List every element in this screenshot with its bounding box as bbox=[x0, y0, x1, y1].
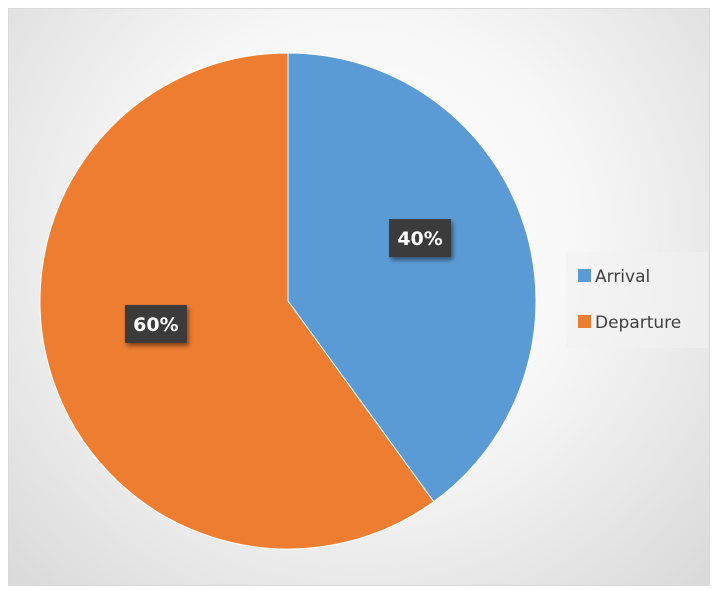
legend-label-departure: Departure bbox=[595, 313, 681, 333]
pie-slices bbox=[39, 52, 537, 550]
data-label-box-arrival bbox=[389, 219, 452, 258]
legend-swatch-departure bbox=[578, 315, 591, 328]
data-label-box-departure bbox=[124, 304, 187, 343]
legend-swatch-arrival bbox=[578, 269, 591, 282]
data-labels: 40% 60% bbox=[124, 219, 452, 343]
pie-slice-arrival bbox=[287, 52, 537, 503]
data-label-departure: 60% bbox=[133, 314, 178, 336]
data-label-arrival: 40% bbox=[397, 228, 442, 250]
legend-label-arrival: Arrival bbox=[595, 267, 650, 287]
legend: Arrival Departure bbox=[566, 252, 708, 348]
pie-slice-departure bbox=[39, 52, 435, 550]
legend-background bbox=[566, 252, 708, 348]
